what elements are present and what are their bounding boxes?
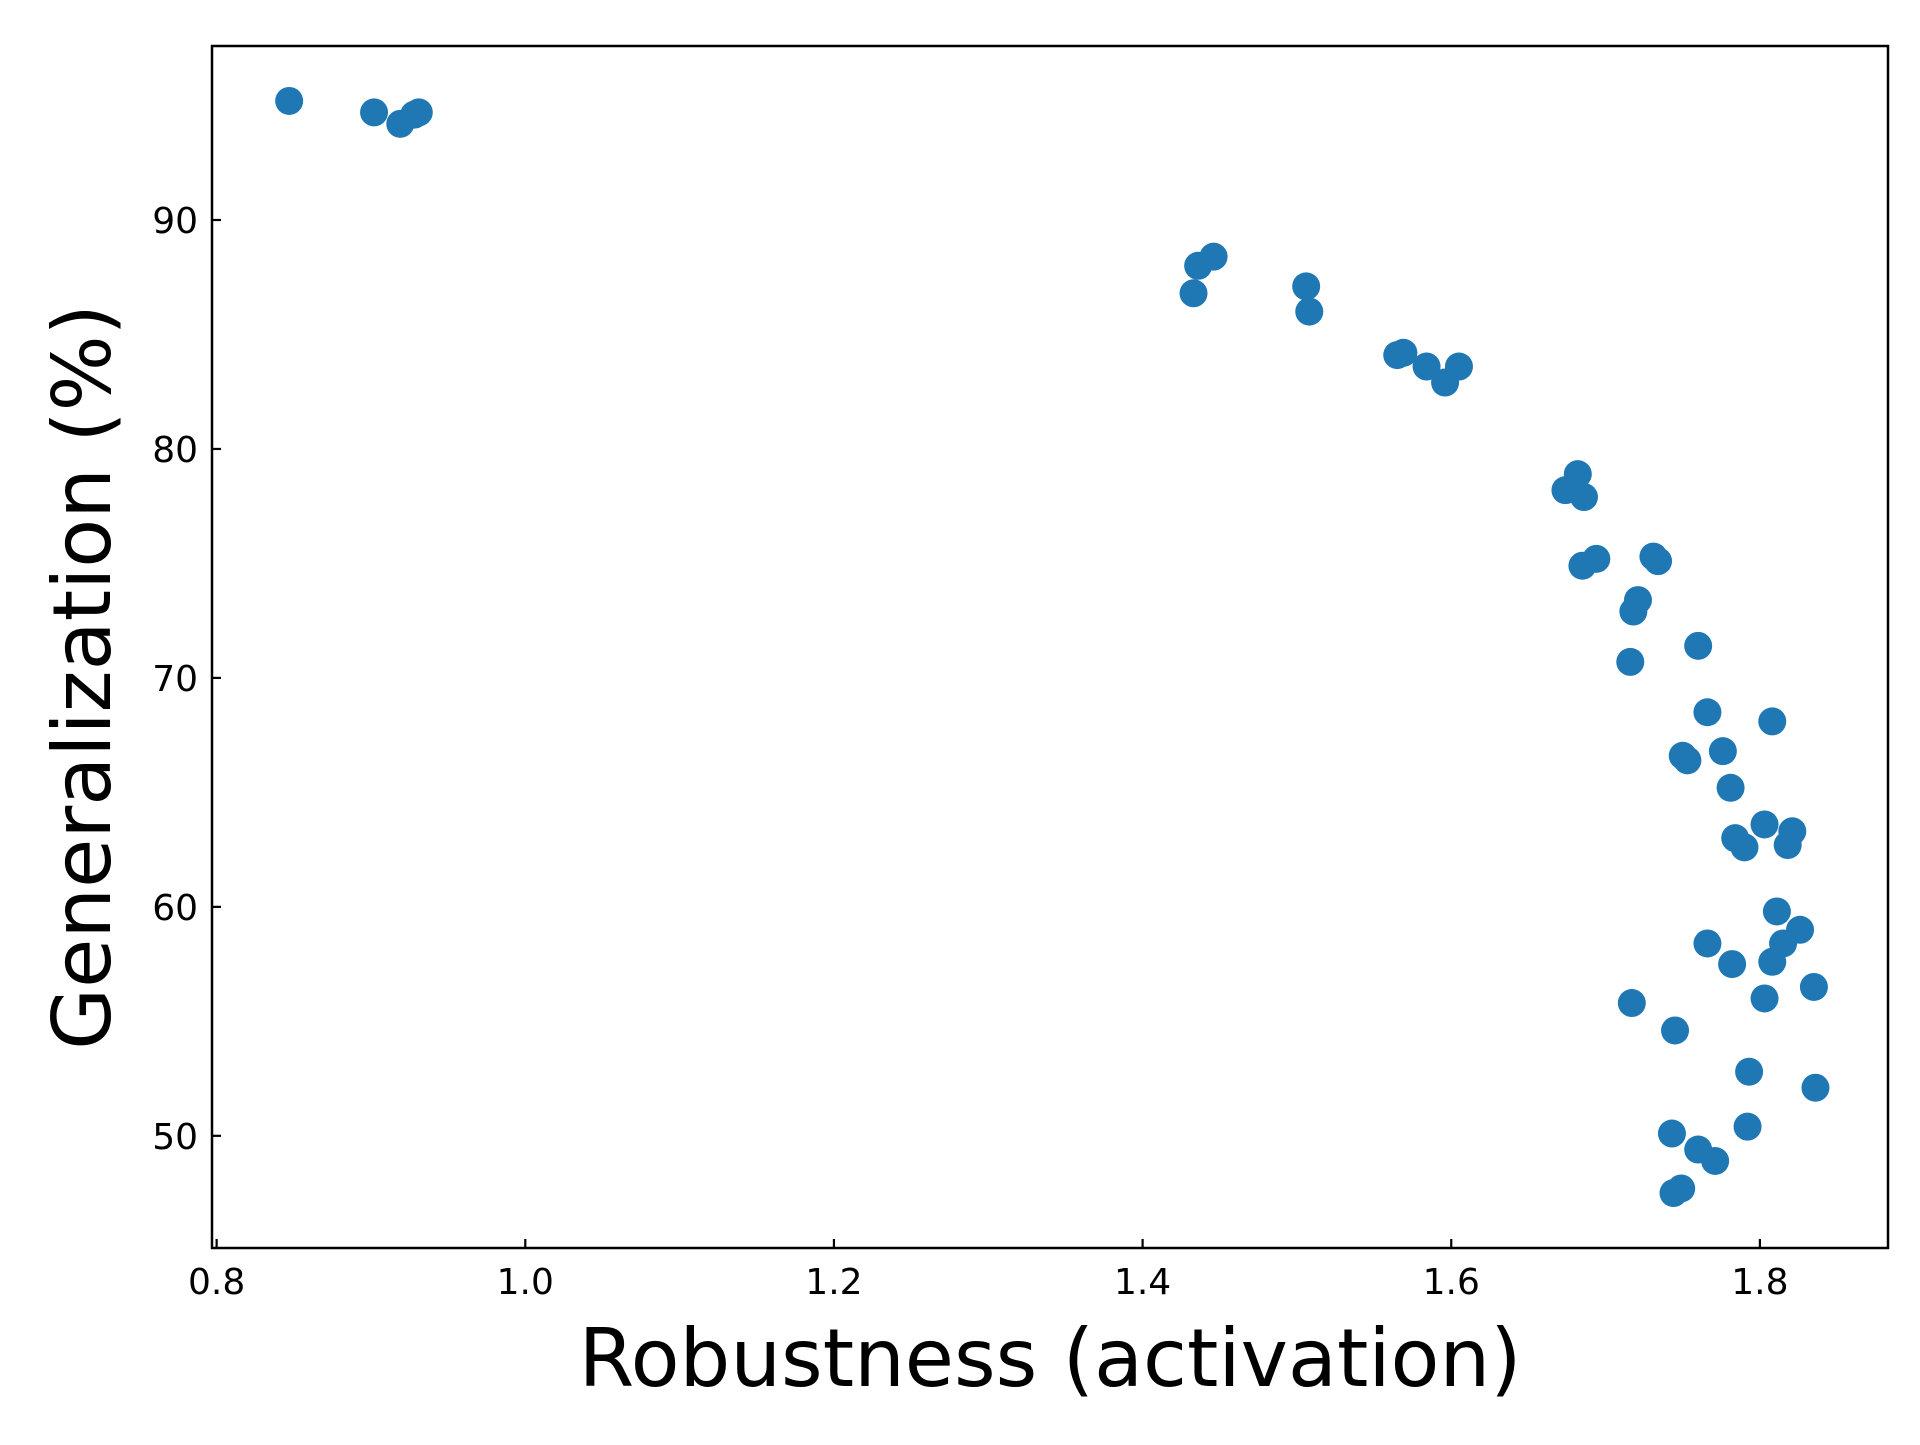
data-point: [1693, 698, 1722, 727]
x-tick-label: 1.6: [1423, 1262, 1480, 1303]
data-point: [1716, 773, 1745, 802]
data-point: [1659, 1179, 1688, 1208]
y-tick-label: 90: [152, 201, 198, 242]
data-point: [1718, 950, 1747, 979]
x-axis-title: Robustness (activation): [579, 1312, 1522, 1405]
data-point: [275, 86, 304, 115]
data-point: [1199, 242, 1228, 271]
data-point: [1708, 737, 1737, 766]
data-point: [1758, 707, 1787, 736]
data-point: [1657, 1119, 1686, 1148]
data-point: [1750, 810, 1779, 839]
x-axis-ticks: 0.8 1.0 1.2 1.4 1.6 1.8: [188, 1239, 1789, 1303]
data-point: [1292, 272, 1321, 301]
plot-area: [210, 44, 1890, 1250]
data-point: [1616, 647, 1645, 676]
data-point: [1733, 1112, 1762, 1141]
data-point: [1701, 1146, 1730, 1175]
data-point: [1563, 460, 1592, 489]
data-point: [360, 98, 389, 127]
data-point: [1617, 989, 1646, 1018]
y-axis-title: Generalization (%): [36, 304, 129, 1050]
data-point: [1693, 929, 1722, 958]
y-tick-label: 70: [152, 659, 198, 700]
data-point: [1673, 746, 1702, 775]
data-point: [1730, 833, 1759, 862]
data-point: [1295, 297, 1324, 326]
data-point: [1644, 547, 1673, 576]
x-tick-label: 1.4: [1114, 1262, 1171, 1303]
y-axis-ticks: 50 60 70 80 90: [152, 201, 221, 1158]
data-point: [1801, 1073, 1830, 1102]
data-points: [275, 86, 1830, 1208]
data-point: [1735, 1057, 1764, 1086]
data-point: [1758, 947, 1787, 976]
data-point: [1799, 972, 1828, 1001]
x-tick-label: 1.8: [1731, 1262, 1788, 1303]
data-point: [1661, 1016, 1690, 1045]
data-point: [1444, 352, 1473, 381]
y-tick-label: 80: [152, 430, 198, 471]
x-tick-label: 1.0: [497, 1262, 554, 1303]
x-tick-label: 0.8: [188, 1262, 245, 1303]
x-tick-label: 1.2: [805, 1262, 862, 1303]
data-point: [1389, 338, 1418, 367]
data-point: [1412, 352, 1441, 381]
data-point: [1750, 984, 1779, 1013]
data-point: [1684, 631, 1713, 660]
y-tick-label: 50: [152, 1117, 198, 1158]
data-point: [1582, 544, 1611, 573]
data-point: [404, 98, 433, 127]
data-point: [1569, 483, 1598, 512]
data-point: [1179, 279, 1208, 308]
data-point: [1762, 897, 1791, 926]
y-tick-label: 60: [152, 888, 198, 929]
data-point: [1623, 586, 1652, 615]
data-point: [1773, 831, 1802, 860]
